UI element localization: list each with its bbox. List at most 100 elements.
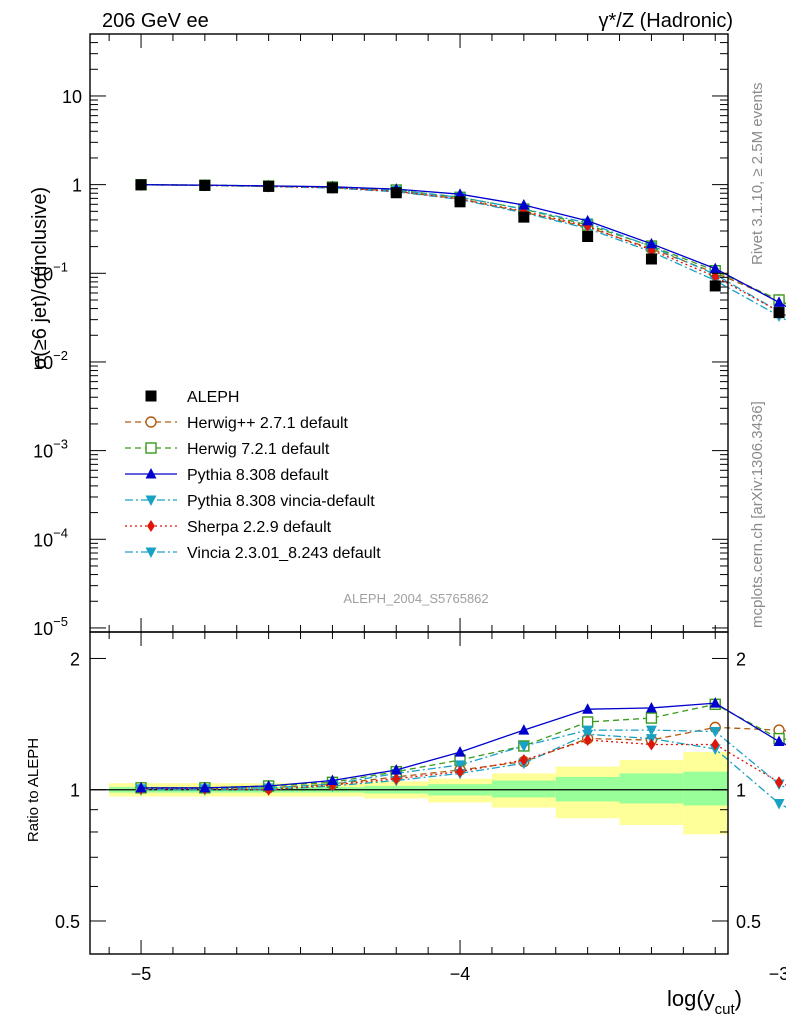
ratio-point-pythia-8-308-vincia-default	[454, 760, 466, 771]
series-sherpa-2-2-9-default	[137, 178, 786, 318]
main-y-tick-label: 10	[62, 87, 82, 107]
main-y-tick-label: 10−4	[33, 525, 68, 550]
legend-marker	[147, 520, 155, 532]
ratio-point-sherpa-2-2-9-default	[647, 738, 656, 751]
point-aleph	[199, 179, 211, 191]
series-herwig-2-7-1-default	[135, 179, 786, 306]
series-aleph	[135, 179, 785, 319]
uncertainty-bands	[90, 752, 728, 835]
ratio-point-sherpa-2-2-9-default	[711, 738, 720, 751]
legend-label: Herwig 7.2.1 default	[187, 441, 330, 458]
line-pythia-8-308-vincia-default	[141, 184, 786, 317]
legend: ALEPH Herwig++ 2.7.1 default Herwig 7.2.1 …	[125, 389, 381, 562]
point-aleph	[518, 211, 530, 223]
ratio-y-axis-label: Ratio to ALEPH	[25, 738, 42, 842]
ratio-point-pythia-8-308-default	[199, 781, 211, 793]
legend-item-aleph: ALEPH	[145, 389, 239, 406]
ratio-point-sherpa-2-2-9-default	[392, 772, 401, 785]
ratio-point-pythia-8-308-default	[518, 724, 530, 735]
ratio-y-tick-label: 1	[70, 781, 80, 801]
ratio-point-sherpa-2-2-9-default	[583, 734, 592, 747]
legend-marker	[145, 547, 157, 558]
point-aleph	[773, 307, 785, 319]
ratio-series-pythia-8-308-default	[135, 697, 786, 793]
x-tick-label: −5	[131, 964, 152, 984]
point-pythia-8-308-default	[709, 262, 721, 274]
x-tick-label: −3	[769, 964, 786, 984]
ratio-point-pythia-8-308-default	[454, 746, 466, 757]
ratio-y-tick-label: 2	[70, 649, 80, 669]
ratio-point-sherpa-2-2-9-default	[775, 776, 784, 789]
ratio-y-tick-label-right: 0.5	[736, 912, 761, 932]
point-aleph	[709, 280, 721, 292]
ratio-point-sherpa-2-2-9-default	[519, 753, 528, 766]
legend-label: Pythia 8.308 vincia-default	[187, 493, 375, 510]
line-sherpa-2-2-9-default	[141, 184, 786, 317]
legend-label: Sherpa 2.2.9 default	[187, 519, 332, 536]
ratio-y-tick-label-right: 1	[736, 781, 746, 801]
legend-label: Pythia 8.308 default	[187, 467, 329, 484]
ratio-point-vincia-2-3-01-8-243-default	[773, 798, 785, 810]
rivet-label: Rivet 3.1.10, ≥ 2.5M events	[749, 83, 766, 266]
legend-item-herwig-7-2-1-default: Herwig 7.2.1 default	[125, 441, 330, 458]
legend-item-pythia-8-308-default: Pythia 8.308 default	[125, 467, 329, 484]
ratio-y-tick-label-right: 2	[736, 649, 746, 669]
header-left: 206 GeV ee	[102, 10, 209, 32]
inner-band-bin	[491, 780, 556, 798]
ratio-point-herwig-7-2-1-default	[581, 716, 594, 728]
x-axis-label: log(ycut)	[667, 986, 742, 1018]
ratio-point-sherpa-2-2-9-default	[456, 765, 465, 778]
legend-marker	[145, 495, 157, 506]
ratio-point-pythia-8-308-default	[709, 697, 721, 708]
ratio-point-pythia-8-308-default	[263, 779, 275, 791]
point-pythia-8-308-default	[773, 296, 785, 307]
axes-ticks	[90, 33, 728, 954]
series-pythia-8-308-vincia-default	[135, 180, 786, 318]
ratio-point-pythia-8-308-default	[582, 703, 594, 714]
point-pythia-8-308-default	[645, 237, 657, 249]
ratio-series-layer	[135, 697, 786, 810]
point-aleph	[454, 196, 466, 208]
main-y-tick-label: 10−3	[33, 437, 68, 462]
header-right: γ*/Z (Hadronic)	[599, 10, 733, 32]
x-tick-label: −4	[450, 964, 471, 984]
legend-label: ALEPH	[187, 389, 239, 406]
main-y-tick-label: 1	[72, 176, 82, 196]
legend-marker	[145, 468, 157, 479]
point-aleph	[326, 182, 338, 194]
legend-item-sherpa-2-2-9-default: Sherpa 2.2.9 default	[125, 519, 332, 536]
point-aleph	[582, 231, 594, 243]
ratio-point-pythia-8-308-default	[390, 763, 402, 775]
inner-band-bin	[619, 773, 684, 804]
ratio-point-pythia-8-308-default	[135, 781, 147, 793]
legend-item-pythia-8-308-vincia-default: Pythia 8.308 vincia-default	[125, 493, 375, 510]
ratio-point-pythia-8-308-vincia-default	[709, 726, 721, 738]
legend-marker	[145, 416, 157, 428]
point-aleph	[135, 179, 147, 191]
ratio-point-pythia-8-308-vincia-default	[518, 741, 530, 752]
analysis-id: ALEPH_2004_S5765862	[343, 591, 488, 606]
legend-marker	[145, 390, 157, 402]
point-aleph	[263, 180, 275, 192]
ratio-point-herwig-7-2-1-default	[645, 712, 658, 724]
legend-label: Vincia 2.3.01_8.243 default	[187, 545, 381, 562]
legend-label: Herwig++ 2.7.1 default	[187, 415, 349, 432]
ratio-point-pythia-8-308-default	[645, 701, 657, 713]
legend-marker	[145, 442, 157, 454]
ratio-point-pythia-8-308-vincia-default	[645, 725, 657, 737]
point-pythia-8-308-default	[582, 214, 594, 226]
main-plot-frame	[89, 33, 729, 633]
point-pythia-8-308-default	[454, 188, 466, 199]
point-pythia-8-308-default	[518, 198, 530, 210]
ratio-point-pythia-8-308-default	[773, 735, 785, 747]
mcplots-label: mcplots.cern.ch [arXiv:1306.3436]	[749, 401, 766, 628]
main-y-axis-label: σ(≥6 jet)/σ(inclusive)	[29, 187, 51, 369]
point-aleph	[390, 187, 402, 199]
ratio-plot-frame	[89, 631, 729, 955]
legend-item-herwig-2-7-1-default: Herwig++ 2.7.1 default	[125, 415, 349, 432]
point-aleph	[645, 253, 657, 265]
ratio-y-tick-label: 0.5	[55, 912, 80, 932]
main-y-tick-label: 10−5	[33, 614, 68, 639]
ratio-point-pythia-8-308-default	[326, 774, 338, 785]
